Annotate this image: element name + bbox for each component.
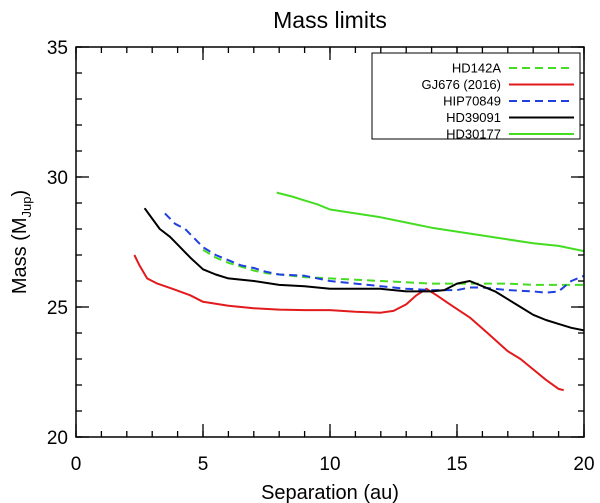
y-tick-label: 35 [47,38,68,59]
x-tick-label: 20 [573,454,594,475]
series-line [276,191,585,253]
y-axis-title-main: Mass (M [9,217,31,294]
y-tick-label: 25 [47,298,68,319]
series-line [164,212,585,294]
y-axis-title: Mass (MJup) [9,190,34,294]
x-tick-label: 0 [71,454,82,475]
series-line [143,207,585,332]
series-lines [133,191,585,392]
legend-box [371,52,581,140]
series-line [133,254,564,392]
x-tick-label: 15 [446,454,467,475]
legend-label: HD39091 [446,110,501,125]
chart-title: Mass limits [273,7,387,33]
x-axis-title: Separation (au) [261,482,399,503]
y-tick-label: 20 [47,428,68,449]
x-tick-label: 10 [319,454,340,475]
y-tick-label: 30 [47,168,68,189]
legend-label: GJ676 (2016) [422,77,502,92]
legend-label: HD142A [452,61,501,76]
legend-label: HD30177 [446,127,501,142]
legend-label: HIP70849 [443,94,501,109]
y-axis-title-end: ) [9,190,31,197]
plot-frame [75,46,585,438]
y-axis-title-subscript: Jup [19,197,34,218]
series-line [202,248,584,286]
x-tick-label: 5 [198,454,209,475]
